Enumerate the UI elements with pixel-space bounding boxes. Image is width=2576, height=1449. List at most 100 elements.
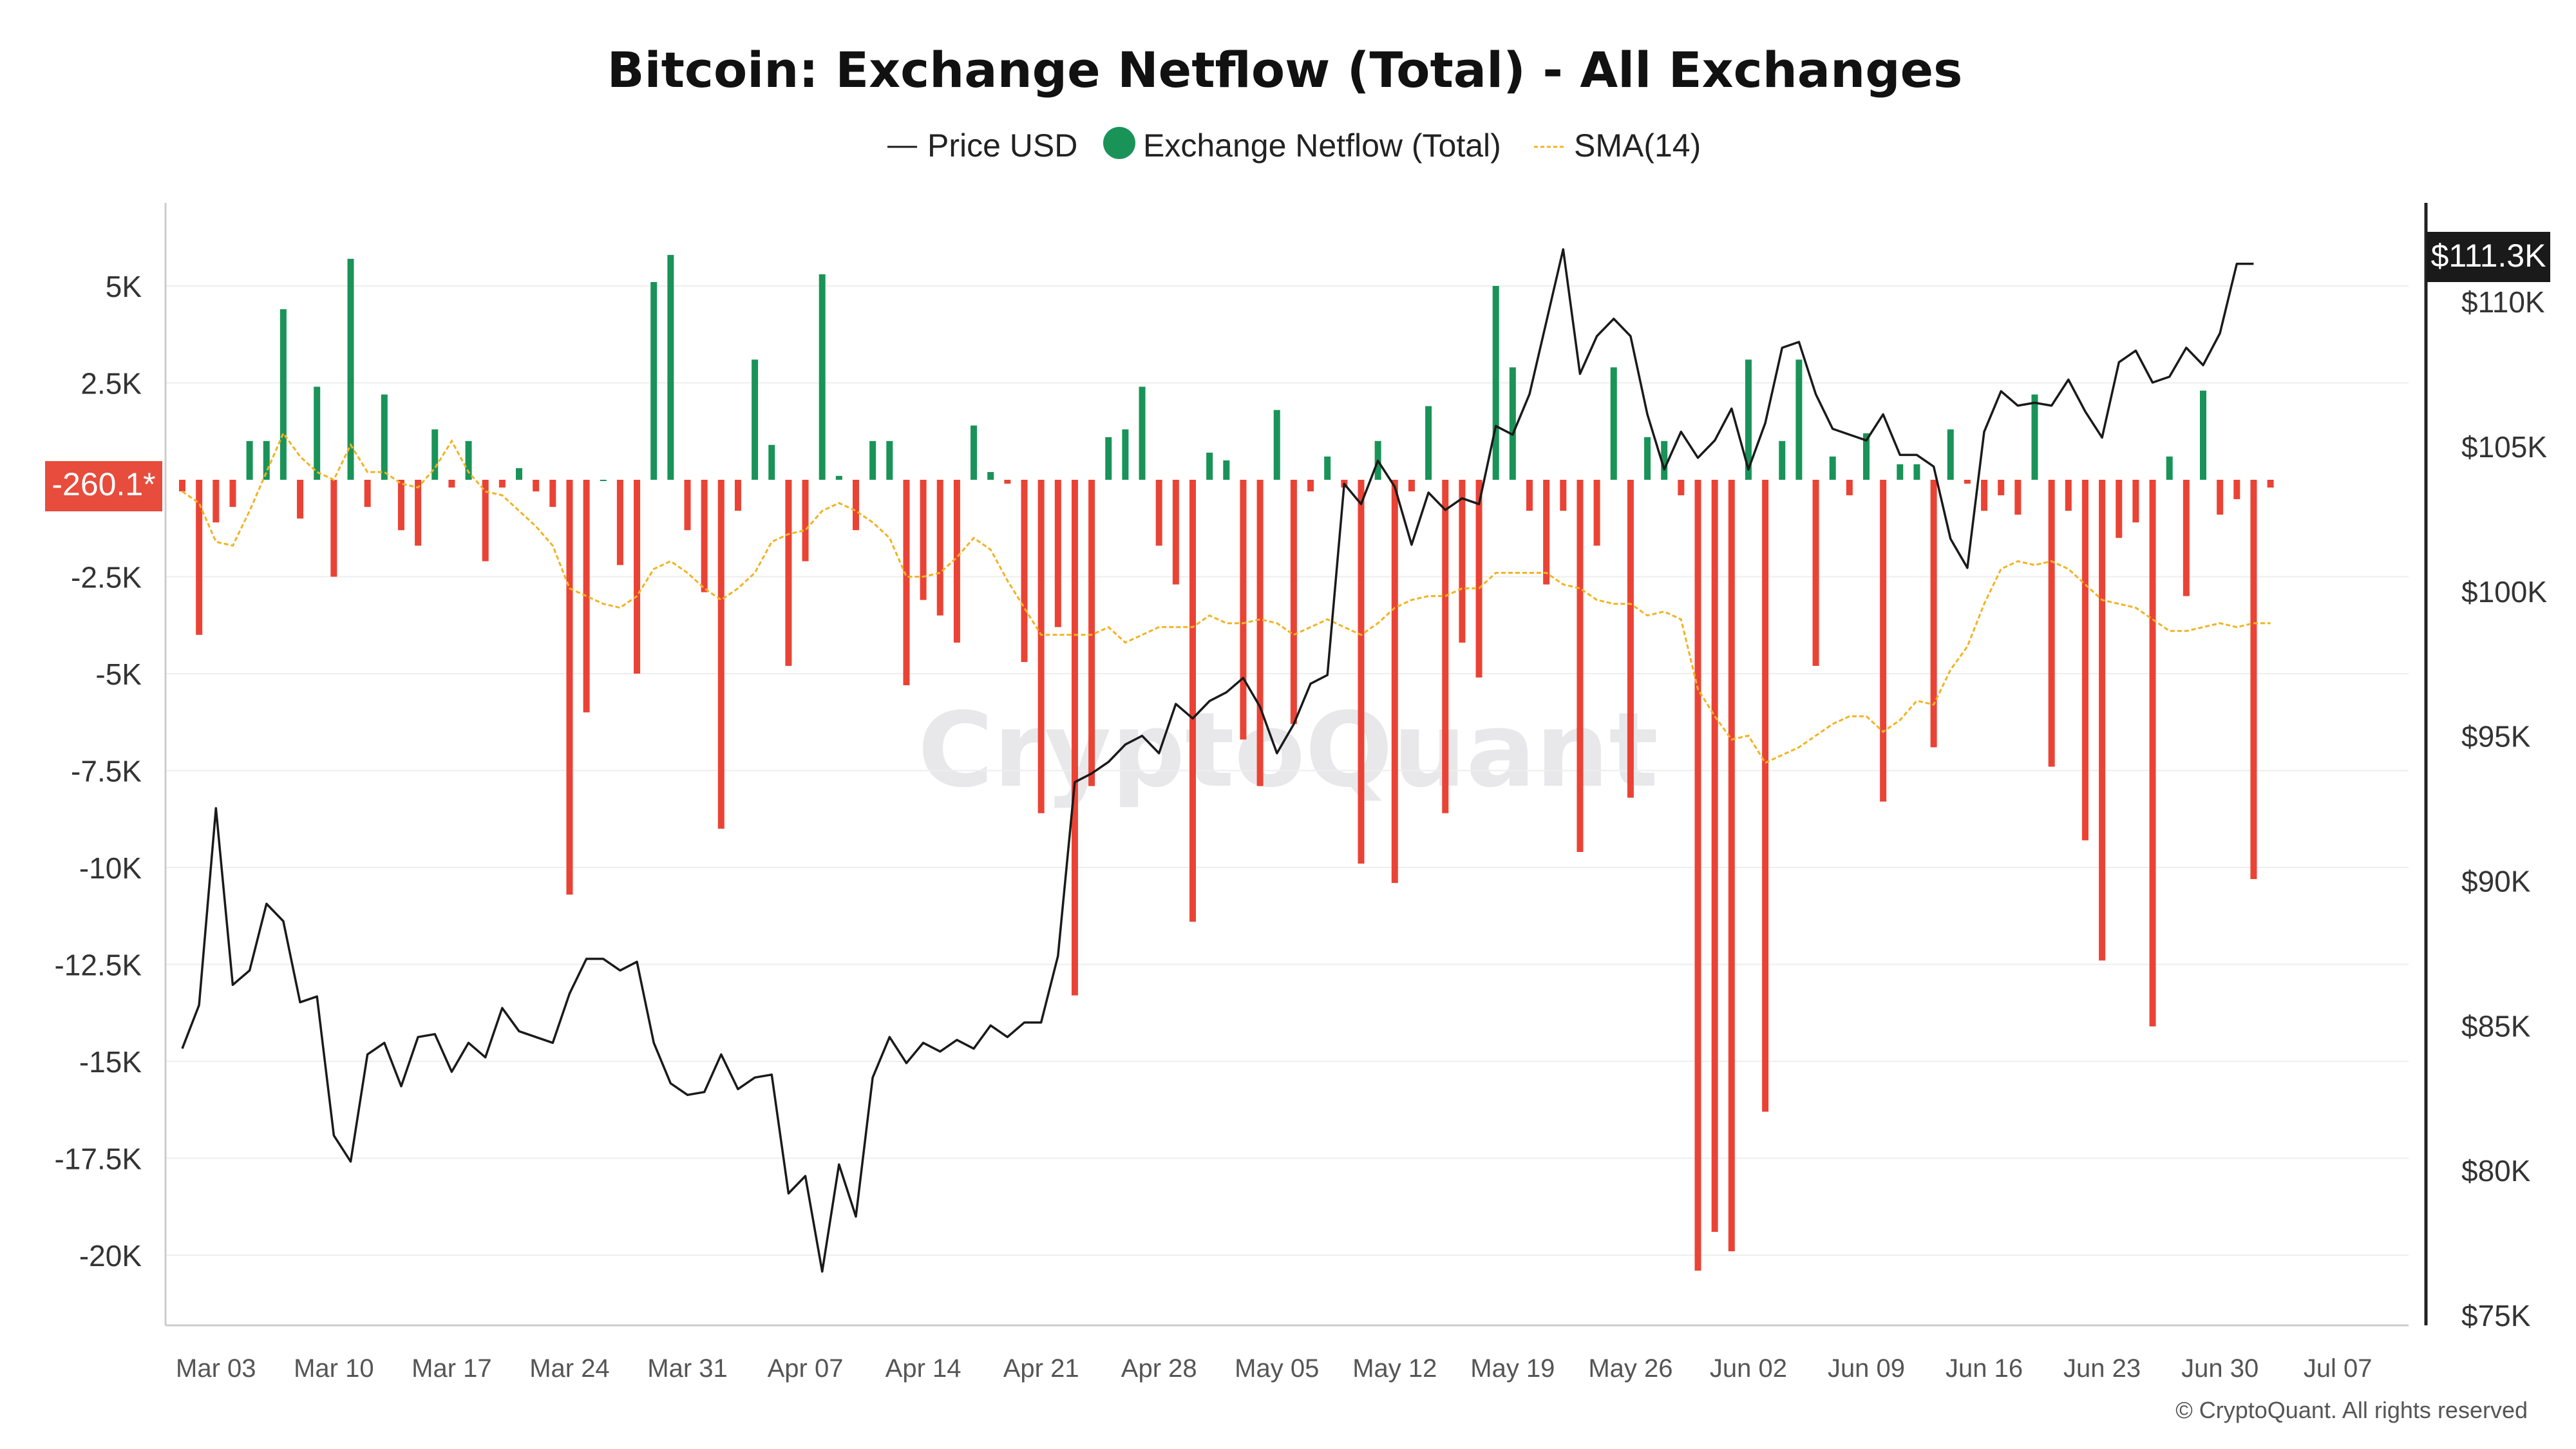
netflow-bar-inflow [1610, 367, 1617, 480]
left-axis-tick-label: -7.5K [71, 755, 142, 788]
netflow-bar-outflow [1021, 480, 1028, 662]
legend: Price USD Exchange Netflow (Total) SMA(1… [887, 127, 1701, 164]
netflow-bar-outflow [482, 480, 489, 562]
netflow-bar-inflow [1913, 464, 1920, 480]
x-axis-tick-label: Jul 07 [2304, 1354, 2372, 1383]
chart-title: Bitcoin: Exchange Netflow (Total) - All … [607, 41, 1963, 99]
netflow-bar-inflow [2031, 394, 2038, 480]
left-axis-tick-label: -17.5K [54, 1142, 142, 1176]
netflow-bar-inflow [1897, 464, 1904, 480]
x-axis-tick-label: Jun 23 [2063, 1354, 2141, 1383]
right-axis-tick-label: $110K [2461, 285, 2545, 319]
right-axis-tick-label: $90K [2461, 864, 2531, 898]
netflow-bar-outflow [1678, 480, 1685, 496]
netflow-bar-outflow [1694, 480, 1701, 1271]
netflow-bar-outflow [634, 480, 641, 674]
watermark: CryptoQuant [918, 690, 1658, 810]
netflow-bar-inflow [465, 440, 472, 480]
netflow-bar-outflow [616, 480, 623, 565]
x-axis-tick-label: Apr 28 [1121, 1354, 1197, 1383]
netflow-bar-outflow [1998, 480, 2005, 496]
netflow-bars [179, 254, 2274, 1271]
netflow-bar-inflow [314, 386, 321, 480]
netflow-bar-outflow [2217, 480, 2224, 515]
netflow-bar-inflow [516, 468, 522, 480]
netflow-bar-outflow [1593, 480, 1600, 546]
x-axis-tick-label: Apr 14 [886, 1354, 961, 1383]
netflow-bar-outflow [533, 480, 540, 492]
gridlines [166, 285, 2409, 1256]
netflow-bar-inflow [971, 425, 978, 480]
netflow-bar-outflow [1256, 480, 1264, 786]
x-axis-tick-label: May 12 [1352, 1354, 1437, 1383]
netflow-bar-inflow [1509, 367, 1516, 480]
netflow-bar-inflow [279, 309, 287, 480]
netflow-bar-inflow [1223, 460, 1230, 480]
x-axis-tick-label: Jun 16 [1946, 1354, 2023, 1383]
netflow-bar-outflow [566, 480, 573, 895]
netflow-bar-outflow [1728, 480, 1735, 1251]
left-axis-tick-label: -2.5K [71, 561, 142, 594]
right-axis-tick-label: $105K [2461, 430, 2547, 464]
left-axis-tick-label: -5K [95, 658, 142, 691]
netflow-bar-outflow [2081, 480, 2088, 840]
netflow-bar-inflow [381, 394, 388, 480]
netflow-bar-outflow [1307, 480, 1314, 492]
last-netflow-badge: -260.1* [45, 461, 162, 511]
netflow-bar-outflow [903, 480, 910, 686]
netflow-bar-outflow [1459, 480, 1466, 643]
legend-price-label[interactable]: Price USD [927, 128, 1077, 164]
x-axis-tick-label: Mar 31 [647, 1354, 728, 1383]
netflow-bar-inflow [431, 429, 439, 480]
netflow-bar-outflow [1526, 480, 1533, 511]
legend-netflow-label[interactable]: Exchange Netflow (Total) [1143, 128, 1501, 164]
netflow-bar-inflow [835, 475, 842, 480]
netflow-bar-inflow [2166, 456, 2173, 480]
netflow-bar-outflow [2116, 480, 2123, 538]
netflow-bar-inflow [1795, 359, 1803, 480]
x-axis-tick-label: Mar 03 [176, 1354, 256, 1383]
netflow-bar-outflow [1475, 480, 1482, 678]
netflow-bar-inflow [2200, 390, 2206, 480]
netflow-bar-inflow [1425, 406, 1432, 480]
netflow-bar-outflow [213, 480, 220, 523]
netflow-bar-outflow [1812, 480, 1819, 666]
netflow-bar-outflow [2233, 480, 2240, 500]
netflow-bar-inflow [1947, 429, 1954, 480]
netflow-bar-outflow [196, 480, 203, 635]
x-axis-tick-label: Apr 07 [768, 1354, 844, 1383]
netflow-bar-outflow [936, 480, 943, 616]
netflow-bar-inflow [1206, 452, 1213, 480]
legend-sma-label[interactable]: SMA(14) [1574, 128, 1701, 164]
x-axis-tick-label: Mar 24 [529, 1354, 610, 1383]
netflow-bar-outflow [802, 480, 809, 562]
netflow-bar-inflow [1324, 456, 1331, 480]
price-line [181, 248, 2254, 1273]
netflow-bar-outflow [1391, 480, 1398, 884]
right-axis-tick-label: $80K [2461, 1154, 2531, 1188]
netflow-bar-inflow [1829, 456, 1836, 480]
netflow-bar-outflow [2014, 480, 2022, 515]
x-axis-tick-label: May 05 [1235, 1354, 1319, 1383]
netflow-bar-inflow [650, 281, 658, 480]
x-axis-tick-label: May 19 [1470, 1354, 1555, 1383]
netflow-bar-outflow [684, 480, 691, 531]
left-axis-tick-label: -12.5K [54, 949, 142, 982]
netflow-bar-outflow [1037, 480, 1045, 813]
netflow-bar-outflow [1408, 480, 1415, 492]
netflow-bar-inflow [819, 274, 826, 480]
netflow-bar-outflow [397, 480, 404, 531]
left-axis-labels: 5K 2.5K -2.5K -5K -7.5K -10K -12.5K -15K -17.5K -… [54, 270, 142, 1273]
netflow-bar-outflow [2250, 480, 2257, 880]
left-axis-tick-label: -10K [79, 851, 142, 885]
netflow-bar-outflow [498, 480, 506, 488]
x-axis-tick-label: Apr 21 [1003, 1354, 1079, 1383]
netflow-bar-inflow [1122, 429, 1129, 480]
netflow-bar-outflow [1088, 480, 1095, 786]
netflow-bar-outflow [2099, 480, 2106, 961]
last-price-badge-bg [2427, 232, 2550, 282]
left-axis-tick-label: -15K [79, 1045, 142, 1079]
x-axis-tick-label: Mar 10 [294, 1354, 374, 1383]
netflow-bar-outflow [364, 480, 371, 507]
x-axis-labels: Mar 03 Mar 10 Mar 17 Mar 24 Mar 31 Apr 07 Apr … [176, 1354, 2372, 1383]
